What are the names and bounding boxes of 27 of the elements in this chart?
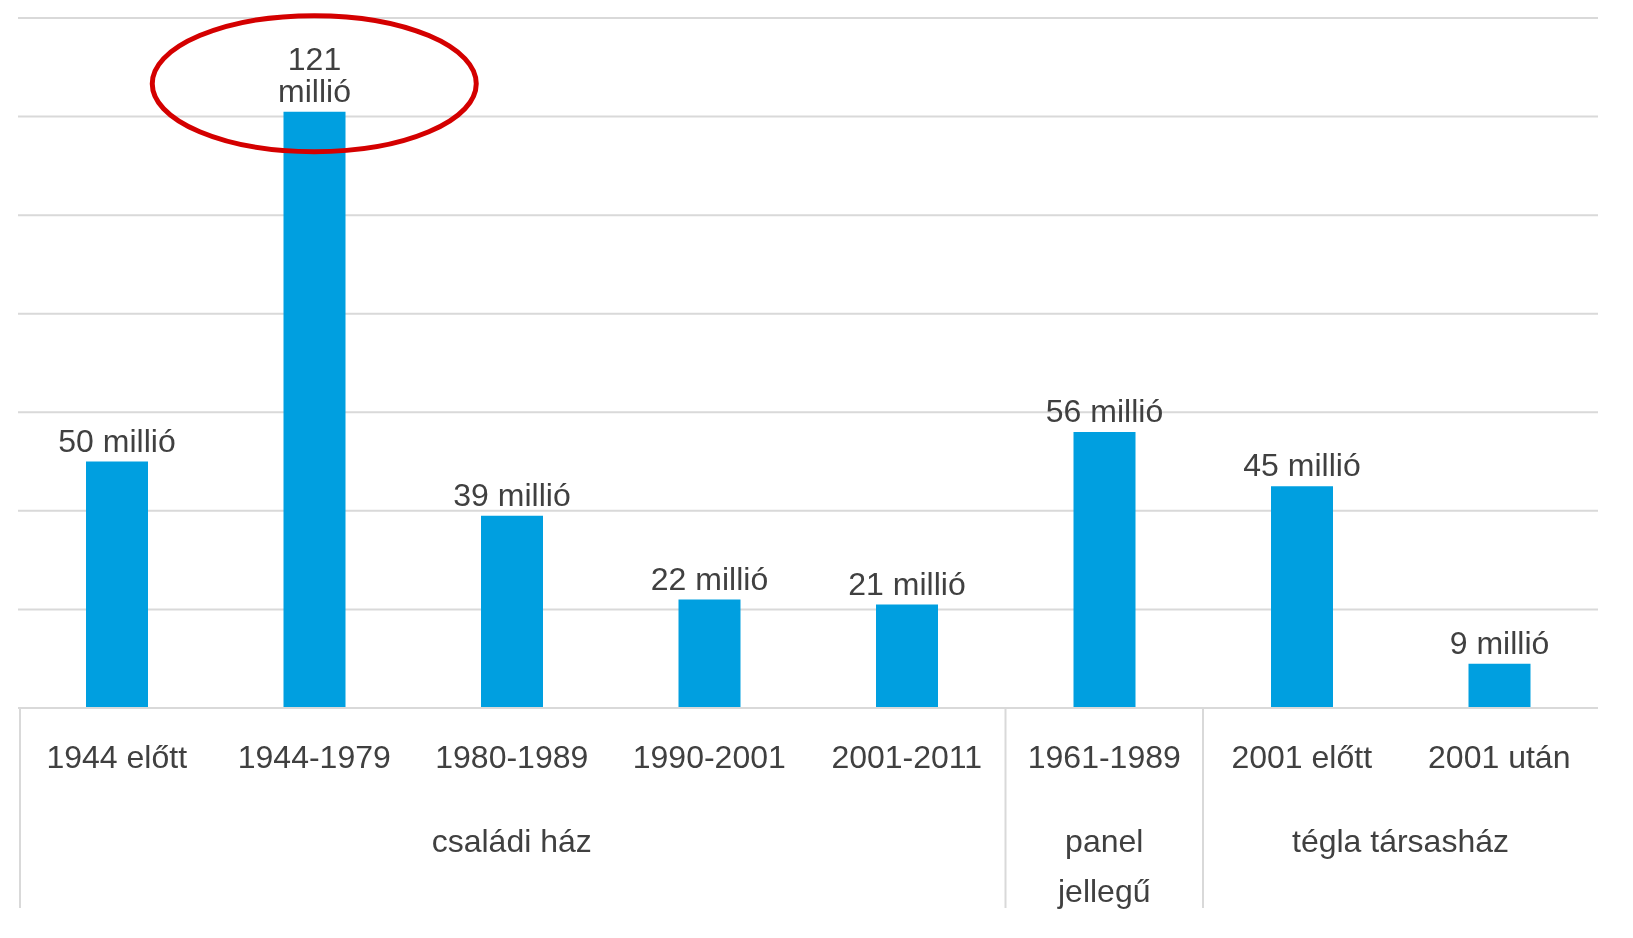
text: panel jellegű <box>1056 822 1152 911</box>
text: tégla társasház <box>1291 822 1510 861</box>
bar <box>481 515 543 708</box>
bar <box>1468 663 1531 708</box>
bar <box>876 604 938 708</box>
bar <box>1271 486 1333 708</box>
text: családi ház <box>430 822 593 861</box>
x-tick-label: 2001 után <box>1428 739 1571 775</box>
x-tick-label: 1961-1989 <box>1027 739 1181 775</box>
x-tick-label: 1980-1989 <box>435 739 589 775</box>
data-label: 9 millió <box>1449 624 1550 661</box>
data-label: 56 millió <box>1045 393 1164 429</box>
x-tick-label: 2001 előtt <box>1231 739 1373 775</box>
data-label: 121 millió <box>278 40 351 109</box>
data-label: 22 millió <box>650 560 769 597</box>
data-label: 21 millió <box>848 565 966 602</box>
data-label: 39 millió <box>453 476 571 513</box>
x-tick-label: 1944 előtt <box>46 739 188 775</box>
data-label: 50 millió <box>58 422 176 459</box>
bar <box>678 599 741 708</box>
bar <box>86 461 148 708</box>
bar <box>1073 432 1136 708</box>
x-tick-label: 1990-2001 <box>632 739 786 775</box>
x-tick-label: 2001-2011 <box>831 739 983 775</box>
data-label: 45 millió <box>1243 447 1361 484</box>
bar <box>283 111 346 708</box>
x-tick-label: 1944-1979 <box>237 739 391 775</box>
